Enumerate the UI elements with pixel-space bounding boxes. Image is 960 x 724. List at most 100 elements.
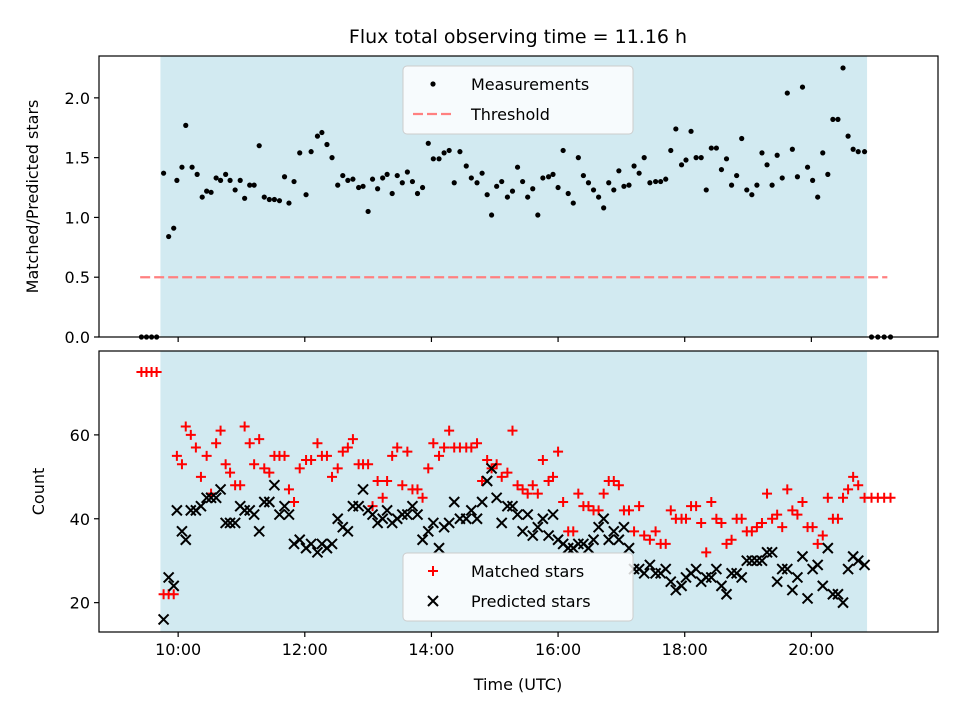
- data-point: [479, 170, 485, 176]
- data-point: [644, 559, 656, 571]
- data-point: [306, 455, 317, 466]
- data-point: [253, 525, 265, 538]
- data-point: [736, 513, 747, 524]
- data-point: [357, 483, 369, 496]
- data-point: [414, 190, 421, 197]
- legend-box: [402, 552, 634, 622]
- data-point: [235, 480, 246, 491]
- data-point: [422, 525, 434, 538]
- data-point: [157, 613, 170, 626]
- data-point: [542, 529, 555, 542]
- data-point: [683, 157, 689, 163]
- data-point: [201, 450, 212, 461]
- y-axis-label: Matched/Predicted stars: [23, 100, 42, 294]
- data-point: [238, 504, 251, 517]
- data-point: [263, 496, 276, 508]
- data-point: [496, 517, 508, 529]
- data-point: [406, 500, 419, 512]
- data-point: [598, 488, 609, 499]
- data-point: [314, 133, 321, 139]
- data-point: [522, 488, 533, 499]
- data-point: [261, 194, 267, 200]
- data-point: [771, 575, 783, 588]
- data-point: [430, 156, 436, 162]
- data-point: [443, 517, 455, 529]
- data-point: [665, 575, 677, 588]
- data-point: [356, 184, 362, 191]
- data-point: [345, 177, 351, 183]
- data-point: [703, 187, 709, 193]
- data-point: [776, 563, 788, 575]
- data-point: [603, 534, 615, 546]
- data-point: [397, 480, 408, 491]
- data-point: [504, 194, 511, 200]
- data-point: [268, 479, 281, 491]
- data-point: [200, 492, 213, 504]
- x-tick-label: 16:00: [535, 640, 581, 659]
- data-point: [749, 192, 755, 198]
- data-point: [827, 588, 839, 600]
- data-point: [180, 534, 192, 546]
- data-point: [769, 182, 775, 188]
- data-point: [670, 584, 682, 596]
- data-point: [219, 517, 232, 529]
- data-point: [616, 168, 622, 174]
- data-point: [312, 438, 323, 449]
- data-point: [850, 146, 856, 152]
- data-point: [460, 513, 472, 525]
- data-point: [210, 492, 222, 504]
- data-point: [766, 546, 778, 559]
- data-point: [484, 192, 490, 198]
- data-point: [631, 163, 637, 169]
- data-point: [820, 150, 826, 156]
- data-point: [774, 152, 780, 158]
- data-point: [852, 554, 864, 567]
- data-point: [283, 508, 295, 521]
- data-point: [701, 547, 712, 558]
- data-point: [485, 462, 498, 475]
- data-point: [494, 183, 500, 189]
- data-point: [183, 122, 189, 128]
- data-point: [389, 190, 395, 197]
- data-point: [392, 442, 403, 453]
- data-point: [283, 484, 294, 495]
- data-point: [613, 480, 624, 491]
- data-point: [360, 183, 366, 189]
- data-point: [698, 155, 704, 161]
- data-point: [225, 467, 236, 478]
- data-point: [781, 563, 794, 575]
- data-point: [448, 496, 460, 508]
- data-point: [208, 189, 214, 195]
- data-point: [239, 421, 250, 432]
- series-measurements: [138, 65, 894, 340]
- data-point: [711, 513, 722, 524]
- data-point: [759, 150, 765, 156]
- data-point: [621, 183, 627, 189]
- data-point: [562, 542, 574, 554]
- data-point: [204, 188, 210, 194]
- data-point: [288, 538, 300, 550]
- data-point: [259, 463, 270, 474]
- data-point: [342, 525, 354, 538]
- data-point: [764, 162, 770, 168]
- data-point: [308, 149, 314, 155]
- data-point: [425, 140, 431, 146]
- data-point: [166, 233, 172, 240]
- data-point: [401, 508, 414, 521]
- y-tick-label: 1.0: [65, 208, 90, 227]
- data-point: [294, 463, 305, 474]
- data-point: [720, 588, 733, 600]
- data-point: [476, 496, 488, 508]
- data-point: [321, 450, 332, 461]
- data-point: [439, 442, 450, 453]
- data-point: [691, 501, 702, 512]
- y-tick-label: 1.5: [65, 149, 90, 168]
- data-point: [215, 425, 226, 436]
- data-point: [380, 175, 386, 181]
- data-point: [710, 563, 723, 575]
- data-point: [507, 425, 518, 436]
- data-point: [838, 492, 849, 503]
- data-point: [807, 522, 818, 533]
- data-point: [419, 184, 426, 191]
- data-point: [387, 450, 398, 461]
